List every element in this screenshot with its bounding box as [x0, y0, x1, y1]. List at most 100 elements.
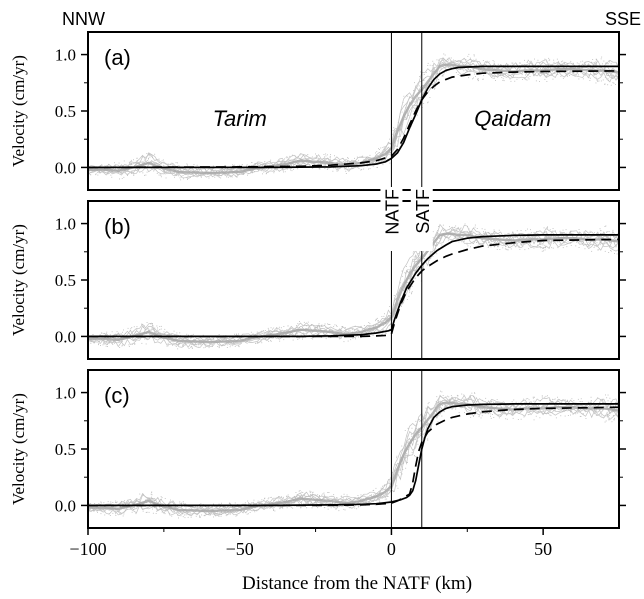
observation-point — [315, 156, 317, 158]
observation-point — [193, 164, 195, 165]
observation-point — [469, 398, 471, 400]
observation-point — [352, 337, 354, 339]
observation-point — [105, 345, 107, 347]
observation-point — [429, 64, 431, 66]
observation-point — [137, 338, 139, 339]
observation-point — [241, 165, 243, 167]
observation-point — [111, 176, 113, 178]
observation-point — [127, 173, 129, 175]
observation-point — [234, 346, 236, 347]
observation-point — [559, 244, 561, 245]
observation-point — [313, 163, 315, 165]
observation-point — [597, 249, 599, 251]
observation-point — [566, 75, 568, 77]
observation-point — [417, 440, 419, 442]
observation-point — [162, 159, 164, 161]
observation-point — [160, 496, 162, 498]
observation-point — [273, 331, 275, 333]
observation-point — [482, 78, 484, 80]
observation-point — [164, 173, 166, 175]
observation-point — [141, 156, 143, 158]
observation-point — [324, 497, 326, 499]
observation-point — [511, 414, 513, 416]
observation-point — [562, 399, 564, 401]
observation-point — [100, 508, 102, 510]
observation-point — [115, 334, 117, 336]
observation-point — [120, 506, 121, 508]
observation-point — [294, 155, 296, 157]
observation-point — [376, 497, 378, 499]
observation-point — [587, 76, 589, 78]
observation-point — [534, 396, 535, 398]
observation-point — [119, 509, 121, 511]
observation-point — [516, 63, 517, 65]
observation-point — [151, 155, 153, 156]
observation-point — [116, 331, 118, 333]
observation-point — [383, 146, 385, 148]
observation-point — [121, 500, 122, 502]
y-tick-label: 0.0 — [55, 496, 76, 515]
observation-point — [577, 405, 578, 407]
observation-point — [482, 399, 484, 401]
observation-point — [601, 237, 603, 239]
observation-point — [483, 231, 484, 233]
observation-point — [264, 497, 266, 499]
observation-point — [109, 342, 111, 344]
observation-point — [144, 174, 145, 176]
observation-point — [111, 331, 113, 333]
observation-point — [199, 515, 200, 517]
observation-point — [290, 506, 292, 507]
observation-point — [581, 401, 583, 402]
observation-point — [299, 321, 300, 322]
observation-point — [191, 344, 193, 345]
observation-point — [595, 61, 597, 63]
observation-point — [299, 157, 301, 159]
observation-point — [552, 228, 554, 229]
observation-point — [538, 246, 540, 248]
observation-point — [354, 325, 356, 327]
observation-point — [577, 232, 579, 234]
observation-point — [312, 491, 314, 493]
observation-point — [314, 501, 316, 503]
observation-point — [321, 503, 323, 505]
observation-point — [261, 342, 263, 344]
observation-point — [329, 156, 331, 157]
observation-point — [604, 83, 606, 85]
observation-point — [423, 258, 425, 260]
observation-point — [524, 59, 525, 61]
observation-point — [257, 164, 259, 166]
observation-point — [344, 509, 346, 511]
observation-point — [463, 240, 465, 242]
observation-point — [444, 67, 446, 68]
observation-point — [221, 345, 223, 347]
observation-point — [552, 78, 554, 80]
observation-point — [596, 245, 598, 247]
observation-point — [457, 395, 459, 397]
observation-point — [224, 338, 225, 339]
model-curve-dashed — [88, 406, 620, 507]
observation-point — [442, 405, 443, 406]
observation-point — [467, 226, 468, 227]
observation-point — [165, 163, 167, 165]
observation-point — [218, 176, 220, 178]
observation-point — [284, 330, 286, 331]
observation-point — [334, 155, 335, 157]
observation-point — [381, 334, 383, 335]
observation-point — [474, 224, 476, 226]
observation-point — [402, 123, 404, 125]
observation-point — [177, 514, 178, 516]
observation-point — [502, 80, 504, 81]
observation-point — [522, 79, 523, 80]
observation-point — [473, 416, 474, 417]
observation-point — [299, 327, 300, 329]
observation-point — [310, 491, 312, 493]
observation-point — [200, 516, 201, 518]
observation-point — [484, 228, 486, 230]
observation-point — [382, 325, 384, 326]
observation-point — [393, 295, 395, 296]
observation-point — [474, 73, 475, 75]
observation-point — [115, 500, 117, 502]
observation-point — [351, 167, 353, 169]
